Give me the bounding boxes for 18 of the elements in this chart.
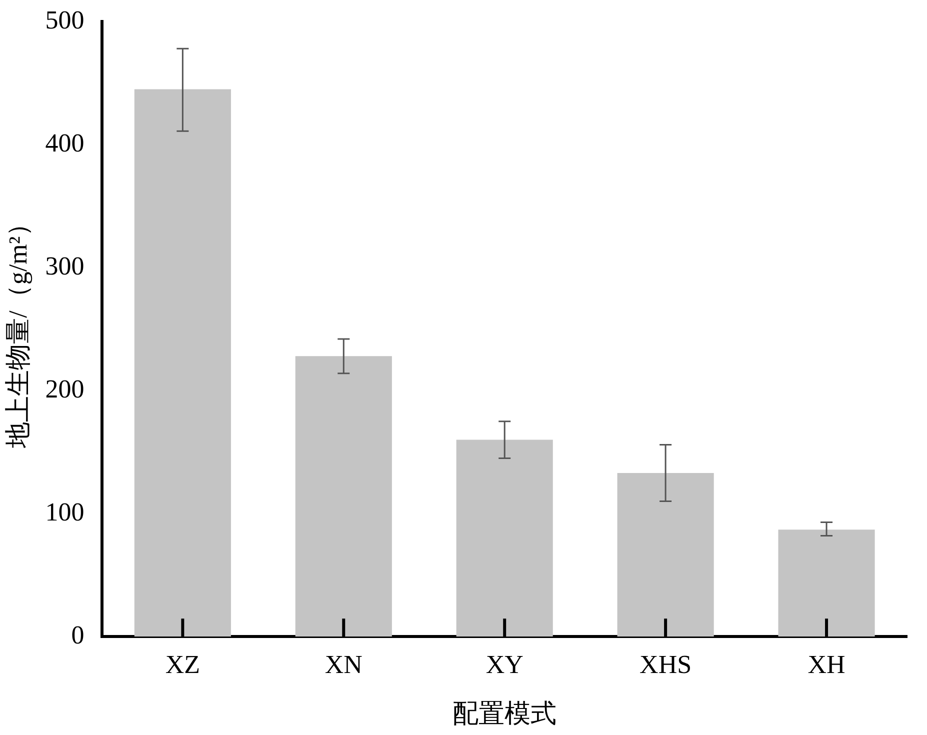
y-axis-title: 地上生物量/（g/m²） (3, 210, 32, 449)
x-tick-label: XHS (640, 650, 692, 680)
bar (617, 473, 714, 637)
x-tick-label: XN (324, 650, 363, 680)
y-tick-label: 400 (45, 128, 84, 158)
bar (134, 89, 231, 637)
x-axis-title: 配置模式 (452, 699, 557, 728)
bar (295, 356, 392, 637)
x-tick-label: XY (486, 650, 524, 680)
bar (456, 440, 553, 637)
y-tick-label: 0 (71, 620, 84, 650)
x-tick-label: XZ (165, 650, 200, 680)
y-tick-label: 100 (45, 497, 84, 526)
y-tick-label: 300 (45, 251, 84, 280)
y-tick-label: 500 (45, 5, 84, 34)
bar (778, 530, 875, 637)
x-tick-label: XH (808, 650, 846, 680)
y-tick-label: 200 (45, 374, 84, 404)
